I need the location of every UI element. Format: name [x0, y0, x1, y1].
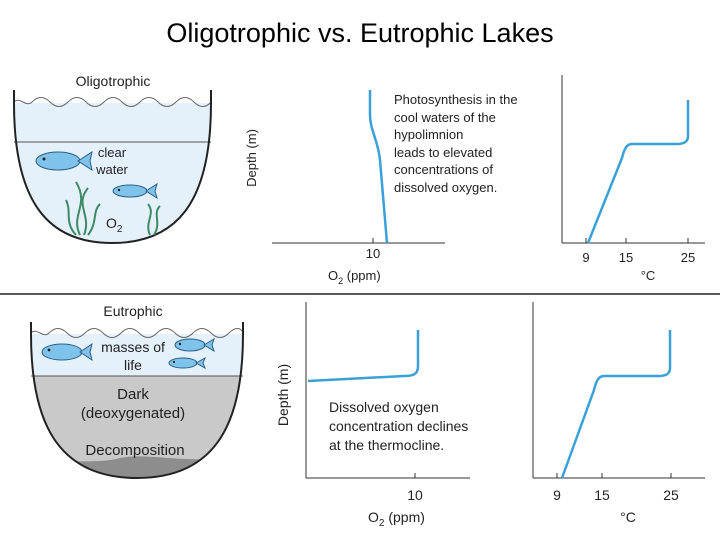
eutrophic-note: Dissolved oxygen concentration declines …: [329, 399, 472, 453]
x-axis-label: O2 (ppm): [368, 509, 425, 529]
fish-icon: [168, 356, 206, 370]
x-tick-label: 10: [407, 487, 423, 503]
o2-label: O2: [106, 215, 123, 235]
oxygen-curve: [368, 90, 389, 244]
oligotrophic-label: Oligotrophic: [76, 73, 151, 89]
decomposition-label: Decomposition: [85, 442, 184, 459]
fish-icon: [112, 182, 158, 200]
x-tick-label: 15: [594, 487, 610, 503]
depth-axis-label: Depth (m): [244, 129, 259, 187]
oxygen-curve: [307, 330, 420, 383]
oligotrophic-note: Photosynthesis in the cool waters of the…: [394, 92, 521, 195]
oligotrophic-surface-wave: [13, 97, 212, 107]
oligotrophic-basin: [13, 90, 212, 245]
oligotrophic-oxygen-profile: Depth (m) 10 O2 (ppm) Photosynthesis in …: [244, 90, 521, 286]
x-tick-label: 10: [366, 246, 380, 261]
temperature-curve: [560, 330, 672, 479]
x-tick-label: 9: [582, 250, 589, 265]
eutrophic-oxygen-profile: Depth (m) 10 O2 (ppm) Dissolved oxygen c…: [275, 302, 472, 529]
x-tick-label: 25: [681, 250, 695, 265]
dark-layer-label: (deoxygenated): [81, 405, 185, 422]
x-axis-label: °C: [620, 509, 636, 525]
eutrophic-surface-wave: [30, 328, 244, 338]
clear-water-label: water: [95, 162, 128, 177]
clear-water-label: clear: [98, 145, 127, 160]
x-tick-label: 25: [663, 487, 679, 503]
eutrophic-label: Eutrophic: [103, 303, 162, 319]
fish-icon: [174, 337, 215, 353]
x-axis-label: O2 (ppm): [328, 268, 381, 286]
fish-icon: [41, 342, 93, 362]
eutrophic-temperature-profile: 9 15 25 °C: [532, 302, 705, 525]
x-tick-label: 9: [553, 487, 561, 503]
water-plant-icon: [65, 181, 101, 236]
x-tick-label: 15: [619, 250, 633, 265]
slide-title: Oligotrophic vs. Eutrophic Lakes: [166, 18, 554, 48]
masses-of-life-label: life: [124, 357, 142, 373]
x-axis-label: °C: [641, 268, 656, 283]
dark-layer-label: Dark: [117, 386, 149, 403]
water-plant-icon: [147, 203, 161, 236]
oligotrophic-lake-panel: Oligotrophic clear wa: [13, 73, 212, 245]
eutrophic-lake-panel: Eutrophic masses of life Dark (deoxygena: [30, 303, 244, 480]
eutrophic-basin: [30, 322, 244, 480]
masses-of-life-label: masses of: [101, 339, 165, 355]
sediment-layer: [31, 455, 243, 478]
temperature-curve: [586, 100, 690, 244]
oligotrophic-temperature-profile: 9 15 25 °C: [561, 75, 705, 283]
fish-icon: [35, 150, 93, 172]
depth-axis-label: Depth (m): [275, 364, 291, 426]
